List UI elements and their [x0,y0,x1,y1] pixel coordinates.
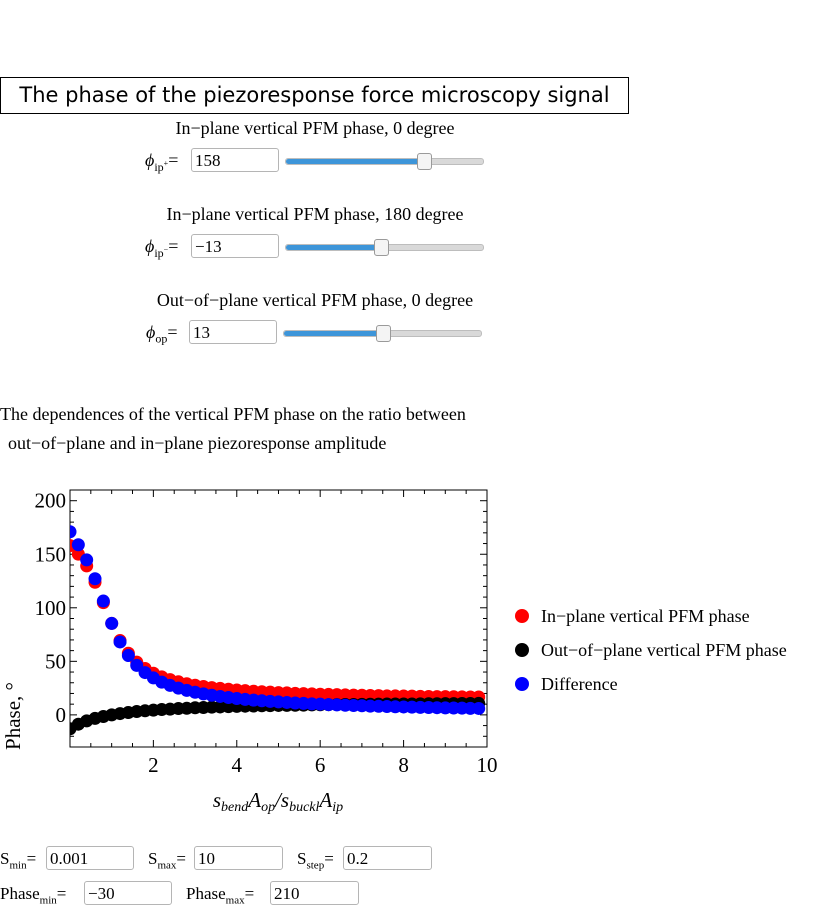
phasemin-label: Phasemin= [0,884,67,907]
description-line-2: out−of−plane and in−plane piezoresponse … [8,433,387,453]
data-point [80,553,94,567]
slider-thumb[interactable] [416,153,432,170]
sstep-label: Sstep= [297,849,334,872]
control-label-op: Out−of−plane vertical PFM phase, 0 degre… [156,290,474,310]
phi-symbol: ϕ [146,322,156,342]
x-tick-label: 8 [398,753,409,777]
phasemin-input[interactable]: −30 [84,881,172,905]
sstep-input[interactable]: 0.2 [343,846,432,870]
data-point [121,649,135,663]
smax-input[interactable]: 10 [194,846,283,870]
y-tick-label: 100 [35,596,67,620]
sup: − [163,244,169,254]
data-point [472,701,486,715]
panel-title: The phase of the piezoresponse force mic… [0,77,629,114]
symbol-phi-ip-plus: ϕip+= [145,150,179,174]
sup: + [163,158,169,168]
x-axis-label: sbendAop/sbucklAip [213,788,343,815]
sub: min [9,859,27,872]
control-label-ip-plus: In−plane vertical PFM phase, 0 degree [175,118,455,138]
data-point [71,538,85,552]
label: S [297,849,307,868]
legend-marker [515,677,529,691]
phi-op-input[interactable]: 13 [189,320,277,344]
phi-symbol: ϕ [145,236,155,256]
legend-label: Difference [541,674,618,694]
phasemax-input[interactable]: 210 [270,881,359,905]
smax-label: Smax= [148,849,187,872]
control-label-ip-minus: In−plane vertical PFM phase, 180 degree [166,204,464,224]
series-3 [70,525,486,715]
phi-ip-plus-slider[interactable] [285,153,484,170]
symbol-phi-ip-minus: ϕip−= [145,236,179,260]
legend-marker [515,643,529,657]
data-point [113,635,127,649]
x-tick-label: 2 [148,753,159,777]
x-tick-label: 4 [232,753,243,777]
sub: op [155,331,168,346]
label: Phase [186,884,226,903]
sub: step [306,859,325,872]
label: Phase [0,884,40,903]
data-point [70,525,77,539]
sub: min [39,894,57,907]
data-point [88,572,102,586]
data-point [105,616,119,630]
series-1 [70,539,486,704]
label: S [0,849,10,868]
slider-fill [286,159,424,164]
phi-op-slider[interactable] [283,325,482,342]
y-tick-label: 50 [45,649,66,673]
slider-thumb[interactable] [373,239,389,256]
smin-label: Smin= [0,849,37,872]
data-point [96,594,110,608]
y-tick-label: 0 [56,703,67,727]
smin-input[interactable]: 0.001 [46,846,134,870]
phi-ip-minus-slider[interactable] [285,239,484,256]
sub: ip [154,159,164,174]
legend-label: In−plane vertical PFM phase [541,606,750,626]
x-tick-label: 10 [477,753,498,777]
sub: max [225,894,245,907]
phasemax-label: Phasemax= [186,884,255,907]
phi-ip-plus-input[interactable]: 158 [191,148,279,172]
slider-fill [286,245,381,250]
y-axis-label: Phase, ° [1,682,25,750]
legend-marker [515,609,529,623]
label: S [148,849,158,868]
y-tick-label: 200 [35,489,67,513]
phi-symbol: ϕ [145,150,155,170]
y-tick-label: 150 [35,542,67,566]
legend-label: Out−of−plane vertical PFM phase [541,640,787,660]
x-tick-label: 6 [315,753,326,777]
description-line-1: The dependences of the vertical PFM phas… [0,404,466,424]
sub: ip [154,245,164,260]
phi-ip-minus-input[interactable]: −13 [191,234,279,258]
symbol-phi-op: ϕop= [146,322,178,346]
slider-fill [284,331,383,336]
sub: max [157,859,177,872]
slider-thumb[interactable] [375,325,391,342]
